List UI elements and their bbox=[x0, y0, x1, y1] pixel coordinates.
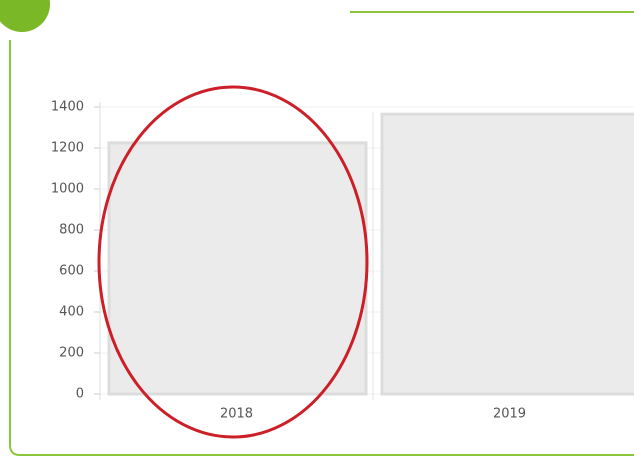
y-tick-label: 0 bbox=[76, 387, 84, 402]
y-tick-label: 400 bbox=[59, 305, 84, 320]
y-tick-label: 600 bbox=[59, 264, 84, 279]
y-tick-label: 200 bbox=[59, 346, 84, 361]
panel-border bbox=[9, 11, 634, 456]
x-tick-label: 2019 bbox=[493, 407, 526, 422]
bar bbox=[380, 112, 634, 396]
x-tick-label: 2018 bbox=[220, 407, 253, 422]
y-tick-label: 1200 bbox=[51, 141, 84, 156]
panel-badge bbox=[0, 0, 50, 32]
y-tick-label: 1000 bbox=[51, 182, 84, 197]
y-tick-label: 800 bbox=[59, 223, 84, 238]
bar bbox=[107, 141, 368, 396]
annotation-ellipse bbox=[97, 85, 369, 439]
y-tick-label: 1400 bbox=[51, 100, 84, 115]
